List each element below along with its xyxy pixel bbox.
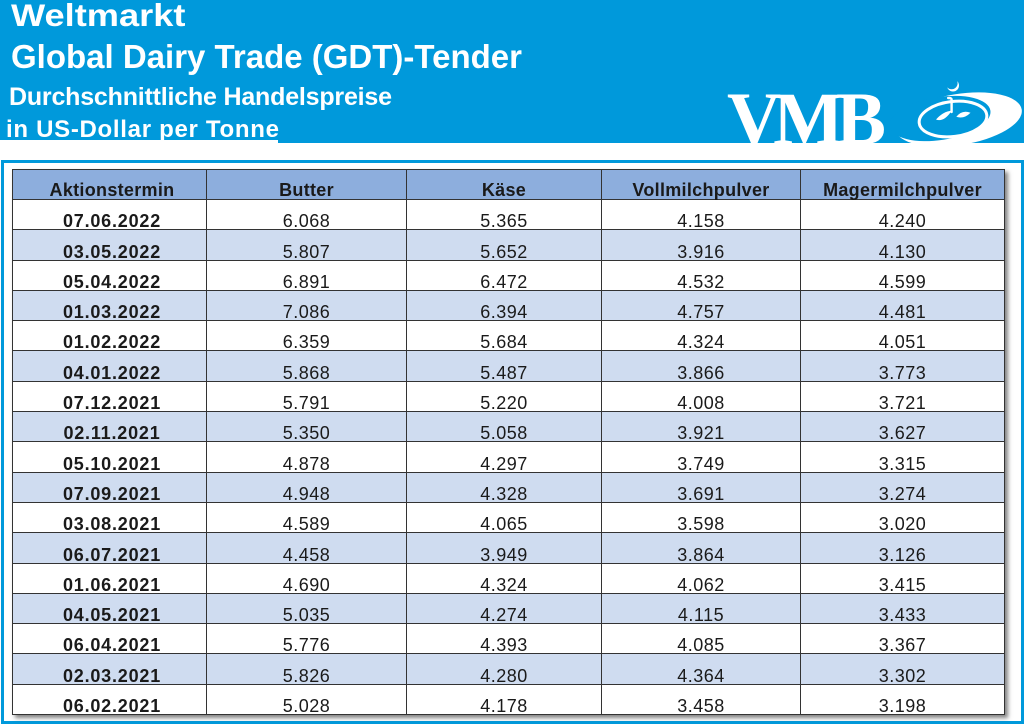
svg-text:VMB: VMB — [727, 78, 884, 155]
